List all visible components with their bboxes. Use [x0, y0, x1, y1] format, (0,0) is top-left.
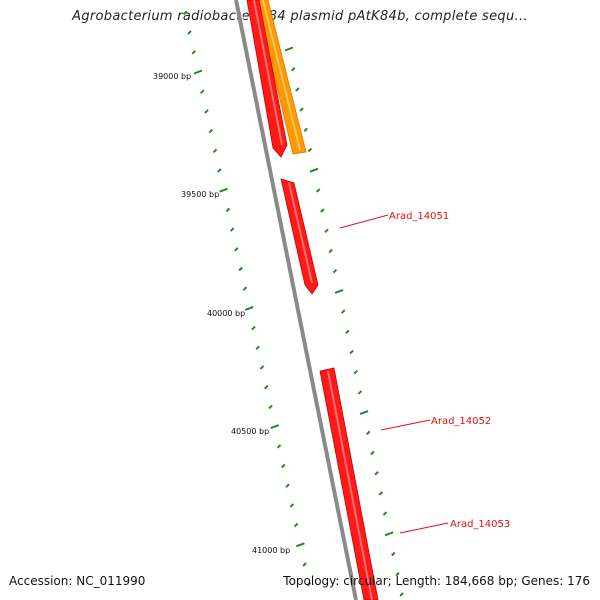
scale-minor-tick	[315, 188, 321, 193]
scale-label: 41000 bp	[252, 546, 290, 555]
gene-label: Arad_14052	[431, 416, 491, 427]
scale-label: 40000 bp	[207, 309, 245, 318]
gene-label-leader	[380, 419, 431, 431]
accession-text: Accession: NC_011990	[9, 574, 146, 588]
scale-major-tick	[284, 46, 294, 52]
gene-label: Arad_14051	[389, 211, 449, 222]
gene-red-top-shine	[253, 0, 283, 146]
scale-minor-tick	[208, 128, 214, 134]
scale-minor-tick	[357, 390, 363, 395]
scale-minor-tick	[229, 227, 235, 232]
scale-minor-tick	[234, 247, 239, 252]
scale-minor-tick	[302, 562, 307, 567]
scale-minor-tick	[259, 365, 265, 370]
gene-arad-14052-shine	[327, 370, 373, 600]
scale-minor-tick	[268, 404, 273, 410]
scale-minor-tick	[293, 522, 299, 528]
scale-major-tick	[296, 542, 305, 548]
scale-minor-tick	[349, 349, 354, 355]
gene-label-leader	[339, 214, 389, 229]
scale-minor-tick	[332, 268, 338, 274]
scale-minor-tick	[328, 248, 333, 254]
backbone-line	[234, 0, 358, 600]
scale-label: 40500 bp	[231, 427, 269, 436]
scale-minor-tick	[382, 511, 388, 516]
scale-minor-tick	[303, 127, 308, 133]
scale-minor-tick	[191, 50, 196, 55]
scale-minor-tick	[399, 592, 404, 597]
scale-minor-tick	[187, 30, 192, 35]
scale-minor-tick	[366, 430, 371, 436]
scale-minor-tick	[290, 66, 296, 72]
scale-label: 39500 bp	[181, 190, 219, 199]
scale-minor-tick	[182, 10, 188, 16]
scale-minor-tick	[299, 107, 304, 112]
scale-minor-tick	[370, 450, 375, 456]
scale-minor-tick	[353, 369, 358, 375]
gene-label: Arad_14053	[450, 519, 510, 530]
scale-major-tick	[193, 69, 203, 75]
scale-major-tick	[244, 305, 254, 311]
scale-minor-tick	[251, 325, 256, 331]
gene-arad-14051-shine	[288, 182, 313, 284]
scale-labels: 39000 bp 39500 bp 40000 bp 40500 bp 41000 bp	[153, 72, 290, 555]
backbone-highlight	[238, 0, 360, 600]
scale-minor-tick	[285, 483, 290, 488]
scale-minor-tick	[204, 109, 209, 114]
scale-minor-tick	[320, 208, 325, 213]
scale-minor-tick	[289, 503, 295, 508]
scale-minor-tick	[307, 147, 313, 153]
scale-ticks-left	[182, 10, 312, 587]
scale-minor-tick	[238, 266, 243, 272]
scale-minor-tick	[217, 168, 222, 173]
scale-minor-tick	[341, 309, 346, 314]
scale-major-tick	[219, 187, 228, 193]
scale-minor-tick	[324, 228, 329, 234]
scale-minor-tick	[212, 148, 218, 154]
scale-minor-tick	[281, 463, 286, 469]
scale-minor-tick	[374, 470, 379, 476]
scale-ticks-right	[284, 46, 404, 597]
scale-label: 39000 bp	[153, 72, 191, 81]
scale-minor-tick	[225, 207, 231, 213]
scale-major-tick	[384, 531, 394, 537]
gene-orange-shine	[262, 0, 301, 151]
scale-minor-tick	[391, 551, 396, 557]
scale-minor-tick	[264, 384, 269, 390]
gene-labels: Arad_14051 Arad_14052 Arad_14053	[339, 211, 510, 534]
scale-minor-tick	[395, 571, 400, 577]
scale-minor-tick	[200, 89, 205, 94]
topology-summary: Topology: circular; Length: 184,668 bp; …	[283, 574, 590, 588]
scale-minor-tick	[242, 286, 248, 291]
scale-major-tick	[334, 288, 344, 294]
scale-major-tick	[309, 167, 319, 173]
scale-major-tick	[359, 410, 369, 416]
scale-minor-tick	[378, 491, 383, 496]
scale-minor-tick	[255, 345, 260, 351]
gene-label-leader	[399, 522, 449, 534]
scale-minor-tick	[306, 581, 312, 587]
scale-minor-tick	[295, 87, 300, 92]
scale-minor-tick	[345, 329, 350, 335]
scale-minor-tick	[276, 444, 282, 449]
scale-major-tick	[270, 424, 280, 430]
